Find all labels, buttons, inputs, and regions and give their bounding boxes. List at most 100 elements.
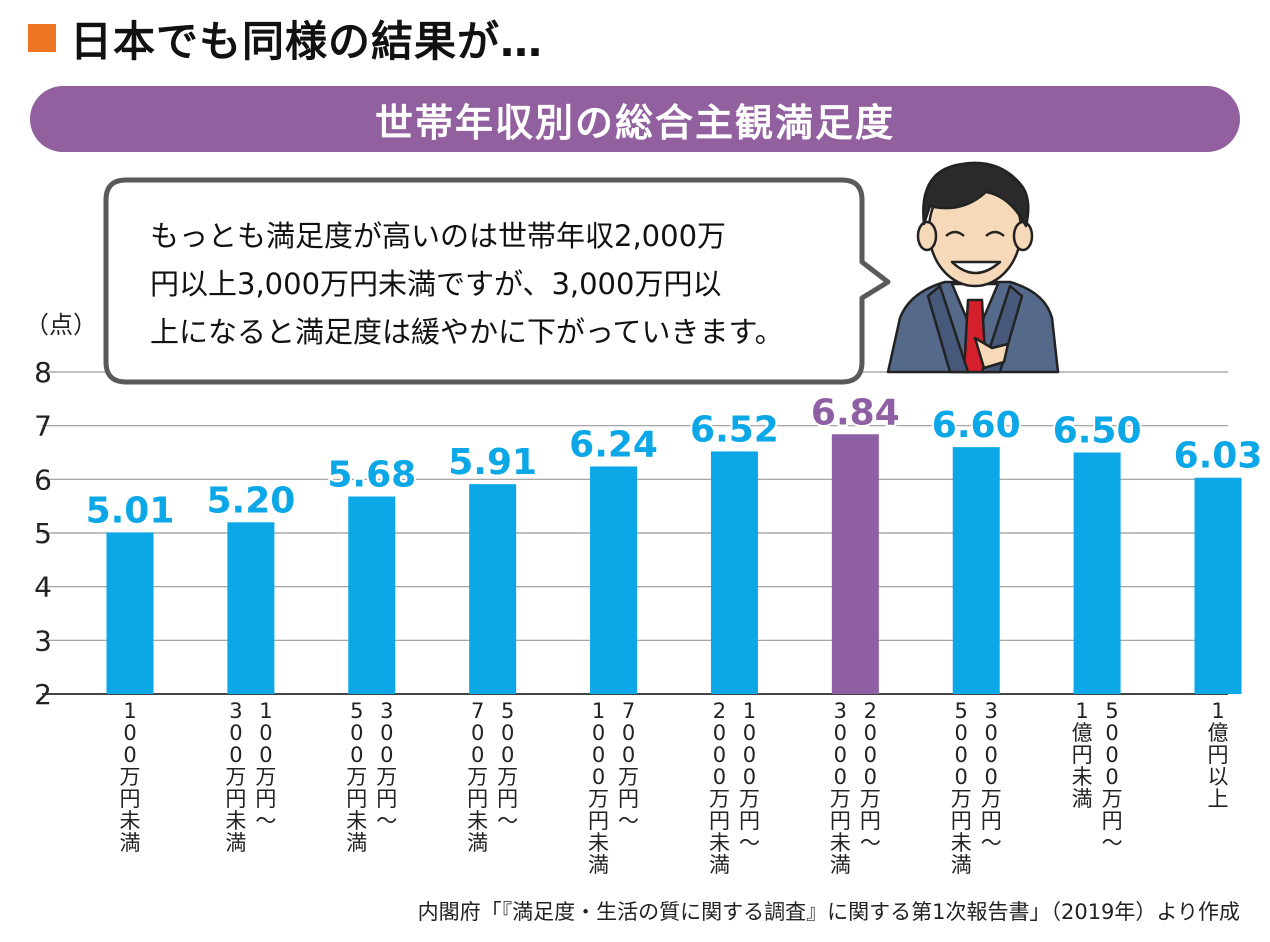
x-tick-label-char: 0 <box>501 743 514 767</box>
x-tick-label-char: 0 <box>834 743 847 767</box>
bar <box>590 466 638 694</box>
y-tick-label: 5 <box>34 517 52 550</box>
data-label: 6.03 <box>1174 436 1263 477</box>
x-tick-label-char: 〜 <box>618 809 639 833</box>
chart-title: 世帯年収別の総合主観満足度 <box>374 100 895 145</box>
x-tick-label-char: 1 <box>743 699 756 723</box>
bar <box>710 451 758 694</box>
x-tick-label-char: 満 <box>225 831 246 855</box>
x-tick-label-char: 未 <box>120 809 141 833</box>
x-tick-label-char: 0 <box>1105 721 1118 745</box>
data-label: 5.01 <box>86 490 175 531</box>
x-tick-label-char: 〜 <box>1102 831 1123 855</box>
value-labels: 5.01 5.20 5.68 5.91 6.24 6.52 6.84 6.60 6.50 6.03 <box>84 390 1265 533</box>
x-tick-label-char: 0 <box>471 743 484 767</box>
y-tick-label: 3 <box>34 624 52 657</box>
x-tick-label-char: 未 <box>951 831 972 855</box>
x-tick-label-char: 0 <box>713 743 726 767</box>
x-tick-label-char: 万 <box>860 787 881 811</box>
x-tick-label-char: 万 <box>346 765 367 789</box>
data-label: 6.24 <box>569 424 658 465</box>
y-axis-ticks: 2 3 4 5 6 7 8 <box>34 356 52 711</box>
x-tick-label-char: 0 <box>592 743 605 767</box>
x-tick-label-char: 0 <box>834 765 847 789</box>
x-tick-label-char: 0 <box>229 743 242 767</box>
x-tick-label-char: 1 <box>259 699 272 723</box>
x-tick-label-char: 5 <box>1105 699 1118 723</box>
speech-line-1: もっとも満足度が高いのは世帯年収2,000万 <box>150 219 726 253</box>
x-tick-label-char: 円 <box>467 787 488 811</box>
x-tick-label-char: 万 <box>376 765 397 789</box>
x-tick-label-char: 上 <box>1208 787 1229 811</box>
bar <box>1073 452 1121 694</box>
x-tick-label-char: 0 <box>622 721 635 745</box>
y-tick-label: 7 <box>34 410 52 443</box>
x-tick-label-char: 2 <box>864 699 877 723</box>
x-tick-label-char: 3 <box>229 699 242 723</box>
y-axis-label: （点） <box>25 311 97 339</box>
speech-bubble: もっとも満足度が高いのは世帯年収2,000万 円以上3,000万円未満ですが、3… <box>103 177 891 385</box>
data-label: 6.60 <box>932 405 1021 446</box>
x-tick-label-char: 円 <box>618 787 639 811</box>
y-tick-label: 4 <box>34 571 52 604</box>
x-tick-label-char: 0 <box>471 721 484 745</box>
x-tick-label-char: 満 <box>709 853 730 877</box>
x-tick-label-char: 0 <box>955 721 968 745</box>
x-tick-label-char: 円 <box>981 809 1002 833</box>
x-tick-label-char: 円 <box>860 809 881 833</box>
x-tick-label-char: 未 <box>467 809 488 833</box>
x-tick-label-char: 未 <box>1072 765 1093 789</box>
x-tick-label-char: 万 <box>588 787 609 811</box>
data-label: 5.91 <box>448 442 537 483</box>
x-tick-label-char: 1 <box>123 699 136 723</box>
x-tick-label-char: 1 <box>592 699 605 723</box>
x-tick-label-char: 0 <box>259 743 272 767</box>
x-tick-label-char: 〜 <box>860 831 881 855</box>
x-tick-label-char: 2 <box>713 699 726 723</box>
x-tick-label-char: 0 <box>350 743 363 767</box>
source-note: 内閣府「『満足度・生活の質に関する調査』に関する第1次報告書」（2019年）より… <box>417 900 1240 924</box>
data-label: 6.84 <box>811 392 900 433</box>
x-tick-label-char: 0 <box>713 721 726 745</box>
data-label: 5.20 <box>206 480 295 521</box>
x-tick-label-char: 0 <box>743 765 756 789</box>
x-tick-label-char: 円 <box>1072 743 1093 767</box>
x-tick-label-char: 円 <box>951 809 972 833</box>
bars <box>106 434 1242 694</box>
x-tick-label-char: 0 <box>1105 765 1118 789</box>
heading-text: 日本でも同様の結果が… <box>70 16 544 66</box>
bar <box>469 484 517 694</box>
x-tick-label-char: 5 <box>955 699 968 723</box>
bar <box>1194 477 1242 694</box>
x-tick-label-char: 0 <box>350 721 363 745</box>
x-tick-label-char: 億 <box>1072 721 1093 745</box>
x-axis-labels: 100万円未満100万円〜300万円未満300万円〜500万円未満500万円〜7… <box>120 699 1229 877</box>
x-tick-label-char: 5 <box>501 699 514 723</box>
x-tick-label-char: 0 <box>864 743 877 767</box>
x-tick-label-char: 円 <box>225 787 246 811</box>
x-tick-label-char: 万 <box>1102 787 1123 811</box>
x-tick-label-char: 未 <box>588 831 609 855</box>
x-tick-label-char: 0 <box>123 721 136 745</box>
x-tick-label-char: 0 <box>985 765 998 789</box>
bar <box>952 447 1000 694</box>
x-tick-label-char: 満 <box>830 853 851 877</box>
bar <box>348 496 396 694</box>
x-tick-label-char: 円 <box>376 787 397 811</box>
x-tick-label-char: 満 <box>588 853 609 877</box>
x-tick-label-char: 万 <box>255 765 276 789</box>
x-tick-label-char: 未 <box>709 831 730 855</box>
x-tick-label-char: 万 <box>467 765 488 789</box>
x-tick-label-char: 0 <box>713 765 726 789</box>
x-tick-label-char: 0 <box>1105 743 1118 767</box>
x-tick-label-char: 0 <box>985 743 998 767</box>
x-tick-label-char: 万 <box>120 765 141 789</box>
x-tick-label-char: 万 <box>497 765 518 789</box>
x-tick-label-char: 億 <box>1208 721 1229 745</box>
x-tick-label-char: 円 <box>709 809 730 833</box>
data-label: 5.68 <box>327 455 416 496</box>
x-tick-label-char: 0 <box>380 721 393 745</box>
x-tick-label-char: 万 <box>618 765 639 789</box>
x-tick-label-char: 〜 <box>739 831 760 855</box>
